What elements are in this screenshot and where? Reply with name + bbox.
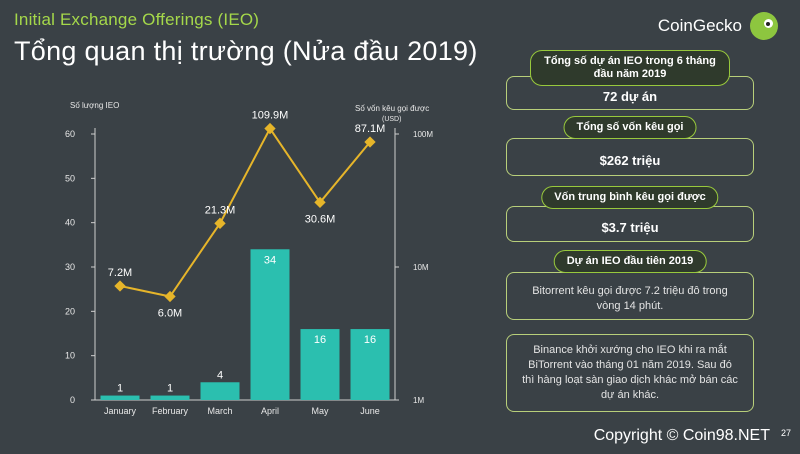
bar [100, 395, 140, 400]
stat-first-ieo: Dự án IEO đầu tiên 2019 Bitorrent kêu gọ… [506, 250, 754, 322]
note-text: Binance khởi xướng cho IEO khi ra mắt Bi… [522, 344, 738, 401]
stat-box-average-capital: $3.7 triệu [506, 206, 754, 242]
y-left-tick-label: 60 [65, 129, 75, 139]
y-axis-right-title: Số vốn kêu gọi được [355, 104, 429, 113]
bar-value-label: 16 [364, 334, 376, 346]
bar [350, 329, 390, 400]
bar-value-label: 1 [117, 383, 123, 395]
page-number: 27 [780, 428, 791, 438]
x-tick-label: January [104, 406, 137, 416]
x-tick-label: April [261, 406, 279, 416]
y-right-tick-label: 1M [413, 396, 424, 405]
stat-box-total-capital: $262 triệu [506, 138, 754, 176]
y-left-tick-label: 10 [65, 351, 75, 361]
line-value-label: 21.3M [205, 204, 236, 216]
brand: CoinGecko [658, 12, 778, 40]
stat-box-first-ieo: Bitorrent kêu gọi được 7.2 triệu đô tron… [506, 272, 754, 320]
x-tick-label: May [311, 406, 329, 416]
line-point [264, 122, 276, 135]
y-axis-right-unit: (USD) [382, 116, 401, 123]
stat-value-average-capital: $3.7 triệu [601, 219, 659, 235]
bar [150, 395, 190, 400]
line-point [114, 280, 126, 292]
note-box: Binance khởi xướng cho IEO khi ra mắt Bi… [506, 334, 754, 412]
bar [250, 249, 290, 400]
line-point [214, 217, 226, 229]
ieo-chart: Số lượng IEO Số vốn kêu gọi được (USD) 0 10 2… [65, 101, 433, 416]
line-value-label: 30.6M [305, 213, 336, 225]
stat-pill-first-ieo: Dự án IEO đầu tiên 2019 [553, 250, 707, 273]
bar [200, 382, 240, 400]
stat-pill-average-capital: Vốn trung bình kêu gọi được [541, 186, 719, 209]
capital-line [119, 126, 371, 298]
line-point [164, 290, 176, 303]
gecko-logo-icon [750, 12, 778, 40]
line-value-label: 109.9M [252, 110, 289, 122]
stat-average-capital: Vốn trung bình kêu gọi được $3.7 triệu [506, 186, 754, 244]
y-axis-left-title: Số lượng IEO [70, 101, 119, 110]
note-panel: Binance khởi xướng cho IEO khi ra mắt Bi… [506, 334, 754, 414]
line-value-label: 87.1M [355, 123, 386, 135]
page-title: Tổng quan thị trường (Nửa đầu 2019) [14, 36, 478, 66]
y-left-tick-label: 0 [70, 395, 75, 405]
brand-name: CoinGecko [657, 16, 742, 35]
stat-total-projects: Tổng số dự án IEO trong 6 tháng đầu năm … [506, 50, 754, 112]
bar [300, 329, 340, 400]
y-left-tick-label: 40 [65, 218, 75, 228]
line-value-label: 6.0M [158, 308, 182, 320]
stat-value-total-projects: 72 dự án [602, 88, 658, 104]
stat-pill-total-capital: Tổng số vốn kêu gọi [563, 116, 697, 139]
bar-value-label: 1 [167, 383, 173, 395]
stat-text-first-ieo: Bitorrent kêu gọi được 7.2 triệu đô tron… [532, 285, 728, 312]
y-left-tick-label: 50 [65, 173, 75, 183]
x-tick-label: June [360, 406, 380, 416]
stat-total-capital: Tổng số vốn kêu gọi $262 triệu [506, 116, 754, 178]
y-right-tick-label: 100M [413, 130, 433, 139]
bar-value-label: 16 [314, 334, 326, 346]
stat-value-total-capital: $262 triệu [599, 152, 661, 168]
bar-value-label: 34 [264, 254, 276, 266]
stat-pill-total-projects: Tổng số dự án IEO trong 6 tháng đầu năm … [530, 50, 730, 86]
y-left-tick-label: 20 [65, 306, 75, 316]
y-left-tick-label: 30 [65, 262, 75, 272]
kicker-title: Initial Exchange Offerings (IEO) [14, 10, 260, 29]
x-tick-label: March [207, 406, 232, 416]
line-value-label: 7.2M [108, 267, 132, 279]
bar-value-label: 4 [217, 369, 223, 381]
copyright-text: Copyright © Coin98.NET [593, 427, 770, 444]
x-tick-label: February [152, 406, 189, 416]
y-right-tick-label: 10M [413, 263, 429, 272]
